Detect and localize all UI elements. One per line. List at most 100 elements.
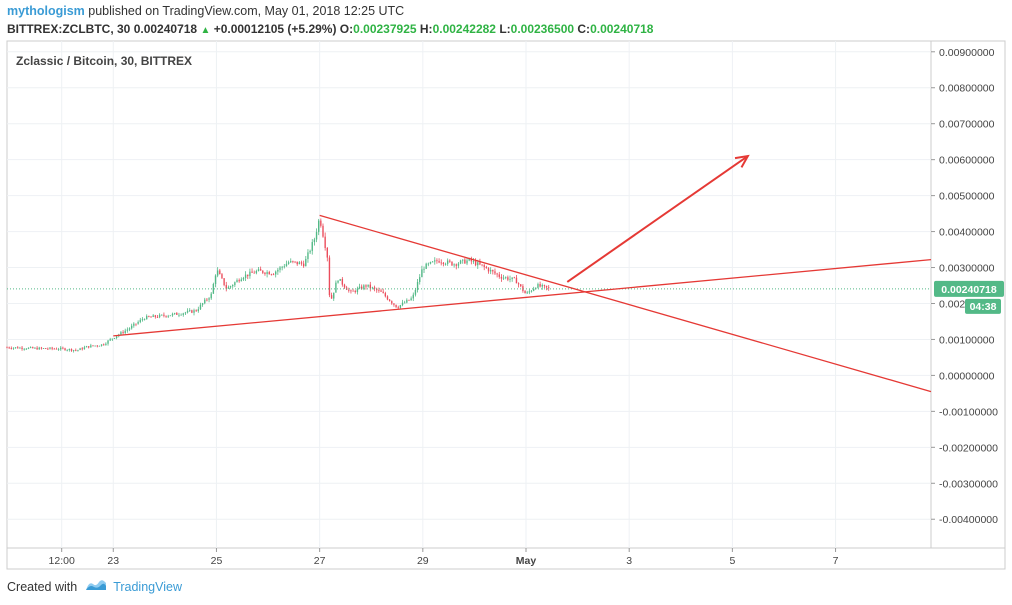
candle-body[interactable] (354, 290, 356, 293)
candle-body[interactable] (393, 303, 395, 305)
candle-body[interactable] (122, 332, 124, 333)
candle-body[interactable] (283, 266, 286, 268)
candle-body[interactable] (479, 262, 481, 265)
tradingview-logo-icon[interactable] (85, 578, 107, 595)
candle-body[interactable] (275, 271, 277, 275)
candle-body[interactable] (326, 247, 328, 258)
candle-body[interactable] (219, 270, 221, 275)
candle-body[interactable] (98, 345, 101, 347)
candle-body[interactable] (197, 309, 200, 312)
candle-body[interactable] (294, 261, 296, 263)
candle-body[interactable] (126, 329, 129, 331)
candle-body[interactable] (133, 323, 135, 326)
candle-body[interactable] (455, 264, 457, 266)
candle-body[interactable] (51, 347, 53, 349)
candle-body[interactable] (468, 258, 470, 261)
candle-body[interactable] (365, 285, 367, 287)
candle-body[interactable] (300, 262, 303, 264)
candle-body[interactable] (496, 273, 498, 275)
candle-body[interactable] (481, 264, 483, 266)
candle-body[interactable] (277, 269, 279, 272)
candle-body[interactable] (382, 291, 384, 294)
candle-body[interactable] (367, 284, 369, 287)
candle-body[interactable] (524, 291, 526, 294)
candle-body[interactable] (459, 260, 462, 264)
candle-body[interactable] (208, 298, 210, 300)
candle-body[interactable] (287, 262, 290, 264)
candle-body[interactable] (358, 286, 361, 289)
candle-body[interactable] (320, 220, 322, 226)
candle-body[interactable] (408, 299, 410, 301)
tradingview-link[interactable]: TradingView (113, 579, 182, 594)
candle-body[interactable] (434, 260, 436, 262)
candle-body[interactable] (212, 283, 215, 294)
candle-body[interactable] (165, 315, 167, 317)
candle-body[interactable] (360, 286, 363, 289)
time-axis[interactable] (6, 547, 1006, 570)
candle-body[interactable] (178, 314, 180, 316)
candle-body[interactable] (440, 262, 442, 264)
candle-body[interactable] (330, 295, 333, 299)
candle-body[interactable] (517, 283, 520, 285)
candle-body[interactable] (376, 288, 378, 291)
candle-body[interactable] (339, 278, 341, 281)
candle-body[interactable] (487, 268, 490, 272)
candle-body[interactable] (201, 303, 204, 305)
candle-body[interactable] (176, 313, 178, 315)
candle-body[interactable] (356, 288, 359, 293)
candle-body[interactable] (49, 347, 51, 349)
candle-body[interactable] (509, 278, 511, 280)
candle-body[interactable] (369, 284, 371, 289)
candle-body[interactable] (128, 328, 131, 330)
candle-body[interactable] (425, 263, 427, 269)
candle-body[interactable] (513, 277, 516, 279)
candle-body[interactable] (81, 348, 83, 350)
candle-body[interactable] (55, 348, 58, 350)
candle-body[interactable] (341, 278, 344, 285)
candle-body[interactable] (421, 269, 423, 278)
candle-body[interactable] (429, 261, 432, 264)
candle-body[interactable] (410, 298, 412, 301)
candle-body[interactable] (199, 304, 202, 310)
candle-body[interactable] (302, 263, 305, 267)
candle-body[interactable] (438, 261, 440, 263)
candle-body[interactable] (247, 274, 249, 277)
candle-body[interactable] (464, 259, 466, 264)
candle-body[interactable] (167, 315, 169, 317)
candle-body[interactable] (427, 263, 430, 265)
candle-body[interactable] (436, 260, 438, 262)
candle-body[interactable] (12, 347, 15, 349)
candle-body[interactable] (171, 313, 174, 316)
candle-body[interactable] (57, 349, 60, 351)
candle-body[interactable] (85, 346, 88, 348)
candle-body[interactable] (27, 347, 30, 349)
candle-body[interactable] (270, 274, 273, 276)
candle-body[interactable] (511, 277, 513, 279)
candle-body[interactable] (234, 282, 236, 286)
candle-body[interactable] (32, 347, 34, 349)
candle-body[interactable] (249, 271, 251, 277)
candle-body[interactable] (137, 321, 139, 324)
candle-body[interactable] (419, 277, 421, 283)
candle-body[interactable] (403, 302, 406, 304)
candle-body[interactable] (311, 242, 313, 251)
candle-body[interactable] (401, 302, 404, 306)
candle-body[interactable] (244, 274, 247, 278)
candle-body[interactable] (141, 319, 144, 321)
candle-body[interactable] (180, 314, 182, 316)
candle-body[interactable] (8, 347, 10, 349)
candle-body[interactable] (281, 266, 283, 268)
candle-body[interactable] (111, 338, 114, 340)
candle-body[interactable] (337, 280, 339, 283)
candle-body[interactable] (313, 239, 316, 243)
candle-body[interactable] (350, 290, 352, 292)
candle-body[interactable] (223, 278, 225, 286)
candle-body[interactable] (251, 271, 253, 273)
candle-body[interactable] (94, 345, 96, 347)
candle-body[interactable] (522, 286, 524, 292)
candle-body[interactable] (412, 294, 414, 299)
candle-body[interactable] (60, 347, 62, 350)
candle-body[interactable] (227, 287, 230, 289)
candle-body[interactable] (322, 225, 324, 237)
candle-body[interactable] (406, 299, 408, 303)
